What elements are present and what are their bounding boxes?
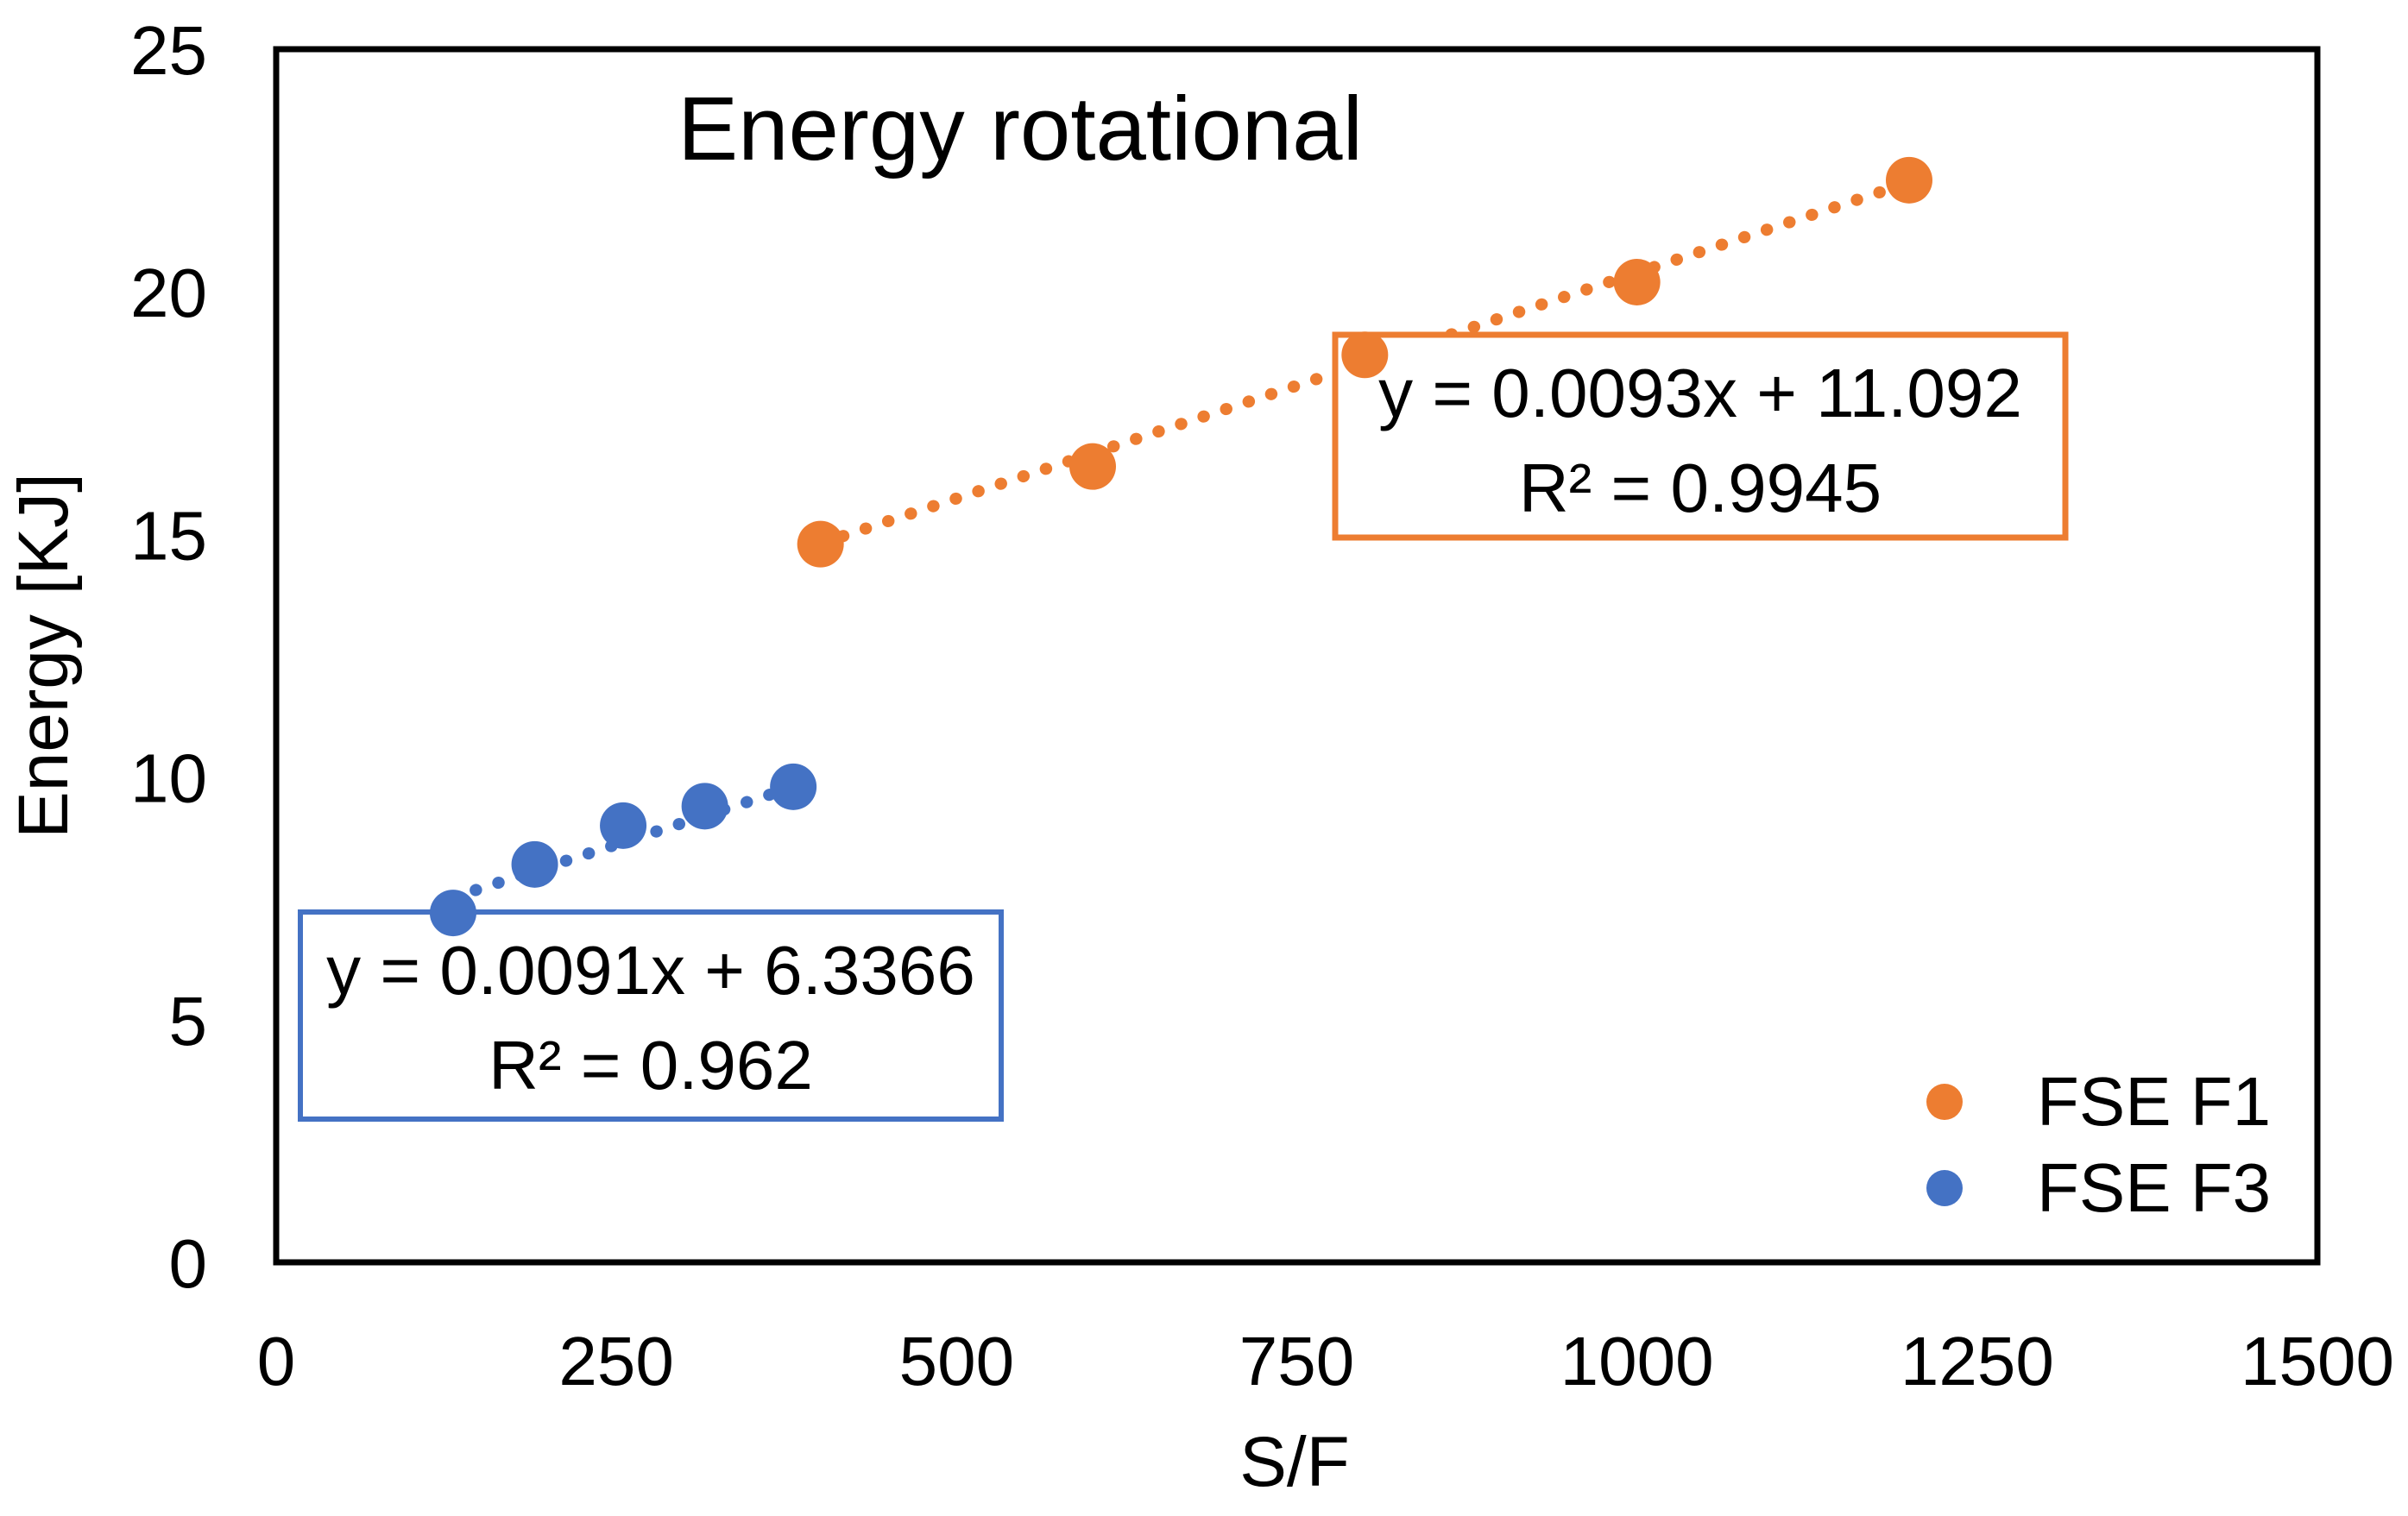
data-point-fse-f3 [511, 840, 558, 888]
y-tick-label: 10 [130, 740, 207, 817]
x-tick-label: 1250 [1901, 1323, 2054, 1400]
data-point-fse-f1 [1886, 156, 1932, 204]
chart-title: Energy rotational [678, 79, 1363, 179]
equation-text-fse-f3: y = 0.0091x + 6.3366 [326, 932, 975, 1009]
y-axis-title: Energy [KJ] [4, 473, 83, 839]
x-tick-label: 1000 [1560, 1323, 1714, 1400]
legend-marker-fse-f3 [1926, 1170, 1963, 1206]
trendline-equation-box-fse-f3: y = 0.0091x + 6.3366 R² = 0.962 [298, 909, 1004, 1122]
data-point-fse-f3 [429, 890, 476, 937]
trendline-equation-box-fse-f1: y = 0.0093x + 11.092 R² = 0.9945 [1332, 331, 2069, 541]
legend-label-fse-f3: FSE F3 [2037, 1149, 2271, 1226]
legend: FSE F1 FSE F3 [1926, 1063, 2271, 1226]
y-tick-label: 20 [130, 255, 207, 331]
x-axis-title: S/F [1239, 1423, 1350, 1501]
data-point-fse-f1 [1069, 443, 1116, 490]
x-tick-label: 500 [899, 1323, 1014, 1400]
y-tick-label: 0 [169, 1225, 208, 1302]
x-tick-label: 1500 [2241, 1323, 2394, 1400]
x-tick-label: 250 [558, 1323, 673, 1400]
data-points-layer [429, 156, 1932, 937]
r-squared-text-fse-f1: R² = 0.9945 [1519, 450, 1882, 526]
equation-box-border-fse-f1 [1332, 331, 2069, 541]
x-tick-label: 0 [257, 1323, 296, 1400]
x-tick-label: 750 [1239, 1323, 1354, 1400]
y-tick-label: 15 [130, 497, 207, 574]
data-point-fse-f1 [1613, 258, 1661, 305]
data-point-fse-f3 [600, 802, 647, 849]
r-squared-text-fse-f3: R² = 0.962 [489, 1027, 813, 1104]
x-axis-tick-labels: 0 250 500 750 1000 1250 1500 [257, 1323, 2394, 1400]
legend-label-fse-f1: FSE F1 [2037, 1063, 2271, 1140]
y-tick-label: 5 [169, 983, 208, 1060]
equation-text-fse-f1: y = 0.0093x + 11.092 [1378, 355, 2022, 431]
data-point-fse-f3 [681, 783, 728, 830]
legend-marker-fse-f1 [1926, 1084, 1963, 1120]
data-point-fse-f1 [797, 520, 844, 568]
plot-area-border [273, 46, 2321, 1266]
y-axis-tick-labels: 0 5 10 15 20 25 [130, 12, 207, 1302]
equation-box-border-fse-f3 [298, 909, 1004, 1122]
data-point-fse-f3 [770, 763, 817, 810]
data-point-fse-f1 [1341, 331, 1389, 379]
y-tick-label: 25 [130, 12, 207, 89]
